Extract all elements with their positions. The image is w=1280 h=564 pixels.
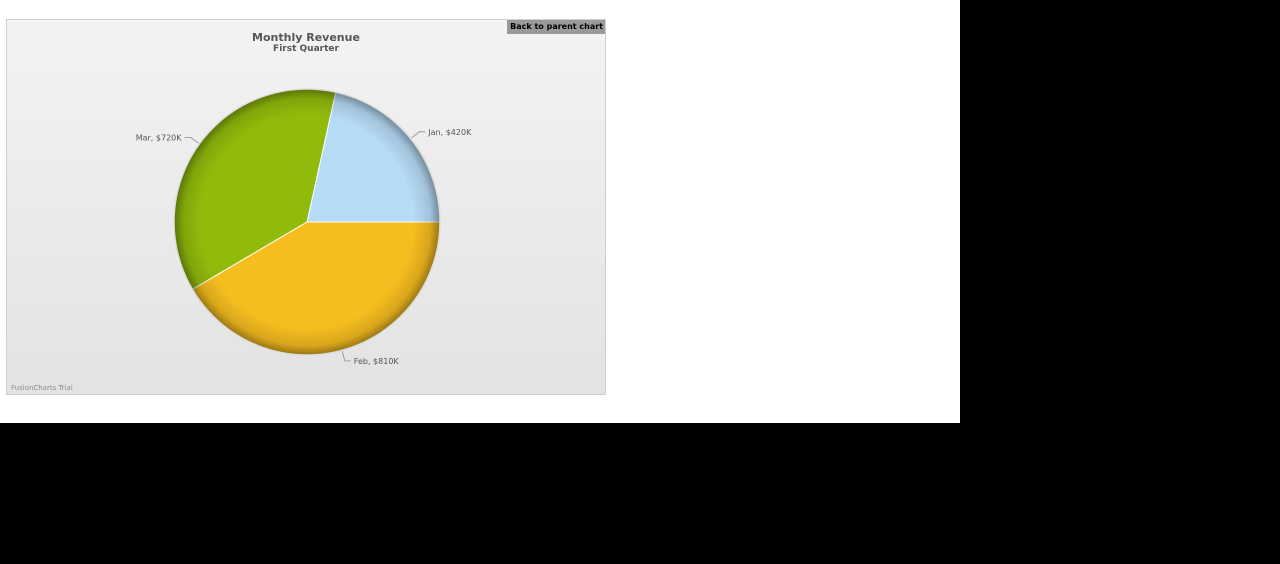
page: Jan, $420K Mar, $720K Feb, $810K Monthly R… [0, 0, 960, 423]
slice-label-mar: Mar, $720K [136, 133, 183, 142]
pie-rim-shading [174, 89, 440, 355]
chart-subtitle: First Quarter [7, 44, 605, 54]
label-leader-feb [342, 351, 351, 361]
label-leader-mar [185, 137, 199, 143]
label-leader-jan [412, 132, 426, 138]
back-to-parent-chart-button[interactable]: Back to parent chart [507, 20, 605, 34]
watermark-text: FusionCharts Trial [11, 384, 73, 392]
slice-label-jan: Jan, $420K [427, 128, 472, 137]
pie-chart: Jan, $420K Mar, $720K Feb, $810K [7, 20, 605, 394]
slice-label-feb: Feb, $810K [354, 357, 400, 366]
chart-container: Jan, $420K Mar, $720K Feb, $810K Monthly R… [6, 19, 606, 395]
